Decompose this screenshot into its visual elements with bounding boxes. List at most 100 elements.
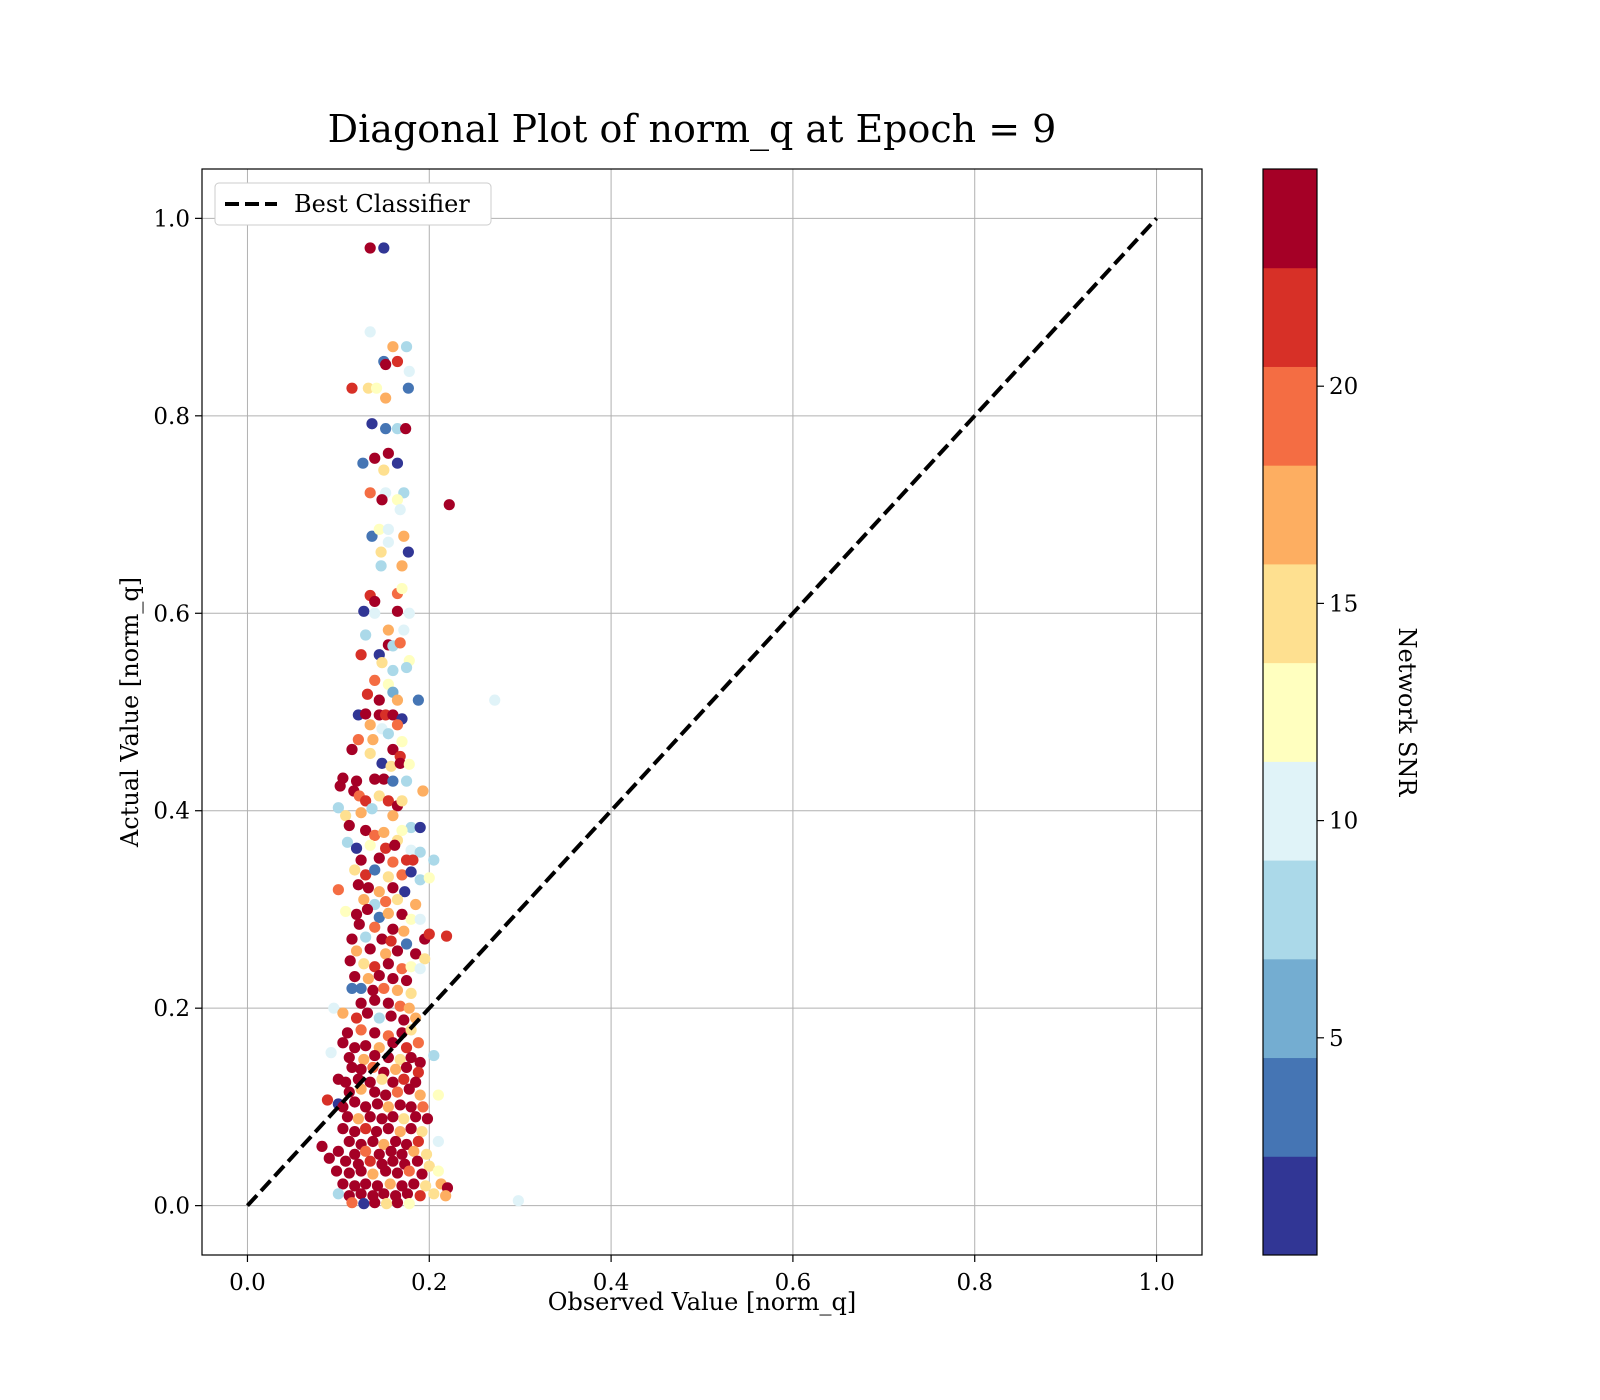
- scatter-point: [419, 953, 431, 965]
- scatter-point: [391, 694, 404, 706]
- scatter-point: [369, 773, 381, 785]
- scatter-point: [364, 839, 376, 851]
- scatter-point: [401, 1188, 414, 1200]
- scatter-point: [398, 1073, 410, 1085]
- scatter-point: [373, 1148, 385, 1160]
- scatter-point: [382, 447, 394, 459]
- scatter-point: [346, 933, 358, 945]
- scatter-point: [414, 1190, 426, 1202]
- scatter-point: [357, 457, 369, 469]
- scatter-point: [349, 1180, 361, 1192]
- scatter-point: [416, 1125, 428, 1138]
- scatter-point: [394, 1000, 406, 1012]
- scatter-point: [394, 637, 406, 649]
- scatter-point: [330, 1165, 343, 1177]
- scatter-point: [396, 824, 408, 837]
- x-tick-label: 0.0: [229, 1270, 266, 1296]
- scatter-point: [380, 423, 392, 435]
- scatter-point: [428, 1049, 440, 1062]
- colorbar: 5 10 15 20: [1262, 168, 1358, 1256]
- scatter-point: [423, 872, 435, 884]
- scatter-point: [350, 945, 363, 957]
- colorbar-segment: [1263, 169, 1317, 269]
- y-tick-label: 0.2: [153, 996, 190, 1022]
- x-axis-label: Observed Value [norm_q]: [548, 1288, 856, 1316]
- scatter-point: [403, 365, 415, 377]
- scatter-point: [396, 963, 408, 975]
- scatter-point: [373, 852, 385, 864]
- scatter-point: [387, 709, 399, 721]
- colorbar-tick-label: 20: [1329, 374, 1358, 400]
- scatter-point: [385, 935, 397, 947]
- scatter-point: [400, 974, 413, 987]
- scatter-point: [361, 903, 374, 916]
- scatter-point: [362, 972, 374, 985]
- scatter-point: [400, 423, 412, 435]
- scatter-point: [428, 854, 440, 866]
- scatter-point: [371, 1098, 384, 1110]
- scatter-point: [391, 494, 404, 506]
- scatter-point: [387, 1155, 399, 1167]
- scatter-point: [349, 1125, 361, 1138]
- scatter-point: [370, 1125, 383, 1138]
- scatter-point: [394, 1053, 406, 1066]
- scatter-point: [380, 1165, 392, 1177]
- scatter-point: [390, 1135, 402, 1148]
- scatter-point: [414, 821, 426, 834]
- scatter-point: [369, 829, 381, 842]
- y-tick-labels: 0.0 0.2 0.4 0.6 0.8 1.0: [153, 206, 202, 1220]
- best-classifier-line: [245, 217, 1159, 1207]
- scatter-point: [355, 1188, 367, 1200]
- scatter-point: [355, 1024, 367, 1036]
- scatter-point: [382, 997, 394, 1009]
- y-tick-label: 0.6: [153, 601, 190, 627]
- scatter-point: [364, 1111, 376, 1123]
- scatter-point: [376, 933, 388, 945]
- scatter-point: [405, 961, 417, 973]
- scatter-point: [369, 1197, 381, 1209]
- scatter-points: [316, 242, 524, 1210]
- scatter-point: [380, 358, 392, 371]
- scatter-point: [380, 392, 392, 404]
- scatter-point: [332, 802, 344, 814]
- scatter-point: [387, 664, 399, 677]
- scatter-point: [343, 1167, 355, 1179]
- y-tick-label: 0.0: [153, 1194, 190, 1220]
- scatter-point: [411, 1155, 424, 1167]
- scatter-point: [398, 624, 410, 636]
- scatter-point: [387, 1076, 399, 1088]
- scatter-point: [387, 1037, 399, 1049]
- scatter-point: [325, 1047, 337, 1059]
- scatter-point: [355, 997, 367, 1009]
- colorbar-segment: [1263, 761, 1317, 861]
- scatter-point: [380, 1198, 393, 1210]
- scatter-point: [389, 839, 401, 851]
- scatter-point: [440, 930, 453, 942]
- best-classifier-layer: [245, 217, 1159, 1207]
- scatter-point: [387, 775, 399, 787]
- scatter-point: [405, 866, 417, 878]
- scatter-point: [360, 1101, 372, 1113]
- x-tick-label: 1.0: [1138, 1270, 1175, 1296]
- scatter-point: [355, 649, 367, 661]
- scatter-point: [355, 854, 367, 866]
- scatter-point: [321, 1094, 334, 1106]
- scatter-point: [367, 734, 379, 746]
- scatter-point: [352, 734, 364, 746]
- scatter-point: [360, 824, 372, 837]
- y-tick-label: 0.8: [153, 404, 190, 430]
- scatter-point: [370, 382, 383, 394]
- scatter-point: [361, 688, 374, 700]
- colorbar-segment: [1263, 662, 1317, 762]
- scatter-point: [367, 984, 379, 997]
- scatter-point: [375, 560, 387, 572]
- scatter-point: [423, 928, 435, 940]
- scatter-point: [382, 795, 394, 807]
- colorbar-segment: [1263, 1057, 1317, 1157]
- scatter-point: [391, 423, 404, 435]
- scatter-point: [344, 955, 356, 967]
- scatter-point: [340, 905, 352, 918]
- scatter-point: [440, 1190, 452, 1202]
- scatter-point: [352, 1113, 364, 1125]
